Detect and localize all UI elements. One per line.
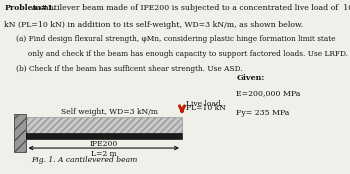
Text: (b) Check if the beam has sufficent shear strength. Use ASD.: (b) Check if the beam has sufficent shea… bbox=[16, 65, 242, 73]
Text: IPE200: IPE200 bbox=[90, 140, 118, 148]
Text: Self weight, WD=3 kN/m: Self weight, WD=3 kN/m bbox=[61, 108, 158, 116]
Bar bbox=[14, 114, 26, 152]
Text: Given:: Given: bbox=[236, 74, 265, 82]
Text: only and check if the beam has enough capacity to support factored loads. Use LR: only and check if the beam has enough ca… bbox=[16, 50, 348, 58]
Text: E=200,000 MPa: E=200,000 MPa bbox=[236, 90, 301, 98]
Text: A cantilever beam made of IPE200 is subjected to a concentrated live load of  10: A cantilever beam made of IPE200 is subj… bbox=[29, 4, 350, 12]
Text: Problem#1.: Problem#1. bbox=[4, 4, 56, 12]
Text: Live load,: Live load, bbox=[186, 99, 223, 107]
Text: Fig. 1. A cantilevered beam: Fig. 1. A cantilevered beam bbox=[31, 156, 137, 164]
Text: Fy= 235 MPa: Fy= 235 MPa bbox=[236, 109, 290, 117]
Text: (a) Find design flexural strength, φMn, considering plastic hinge formation limi: (a) Find design flexural strength, φMn, … bbox=[16, 35, 335, 43]
Text: L=2 m: L=2 m bbox=[91, 150, 117, 158]
Text: PL=10 kN: PL=10 kN bbox=[186, 104, 226, 112]
Bar bbox=[26, 117, 182, 133]
Bar bbox=[26, 133, 182, 139]
Text: kN (PL=10 kN) in addition to its self-weight, WD=3 kN/m, as shown below.: kN (PL=10 kN) in addition to its self-we… bbox=[4, 21, 303, 29]
